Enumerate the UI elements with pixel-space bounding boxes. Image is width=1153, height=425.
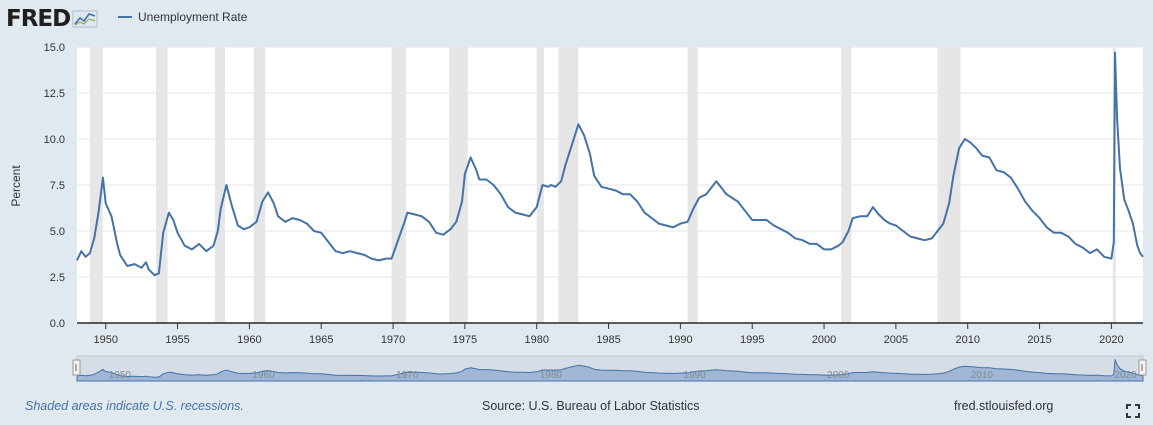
x-tick-label: 1980 xyxy=(524,334,548,346)
y-tick-label: 0.0 xyxy=(50,318,65,330)
navigator-tick-label: 2000 xyxy=(827,370,850,381)
x-tick-label: 1995 xyxy=(740,334,764,346)
x-tick-label: 1960 xyxy=(237,334,261,346)
series-line-unemployment-rate[interactable] xyxy=(76,51,1144,277)
y-tick-label: 7.5 xyxy=(50,180,65,192)
x-tick-label: 2015 xyxy=(1027,334,1051,346)
navigator-tick-label: 1960 xyxy=(252,370,275,381)
y-tick-label: 5.0 xyxy=(50,226,65,238)
y-tick-label: 10.0 xyxy=(44,134,65,146)
navigator-area xyxy=(76,359,1144,382)
series-layer[interactable] xyxy=(76,51,1144,277)
axes: 0.0 2.5 5.0 7.5 10.0 12.5 15.0 1950 1955 1960 1965… xyxy=(44,42,1143,346)
chart-graph-icon xyxy=(72,10,98,28)
recession-note: Shaded areas indicate U.S. recessions. xyxy=(25,399,244,413)
fred-logo[interactable]: FRED xyxy=(6,4,98,34)
x-tick-label: 2020 xyxy=(1099,334,1123,346)
fullscreen-icon[interactable] xyxy=(1126,404,1140,418)
navigator-tick-label: 2010 xyxy=(971,370,994,381)
time-navigator[interactable]: 1950 1960 1970 1980 1990 2000 2010 2020 xyxy=(72,355,1147,382)
navigator-tick-label: 1980 xyxy=(540,370,563,381)
x-tick-label: 2000 xyxy=(812,334,836,346)
navigator-tick-label: 1990 xyxy=(683,370,706,381)
legend-label: Unemployment Rate xyxy=(138,10,248,24)
y-tick-label: 2.5 xyxy=(50,272,65,284)
unemployment-chart: 0.0 2.5 5.0 7.5 10.0 12.5 15.0 1950 1955 1960 1965… xyxy=(9,42,1147,382)
navigator-tick-label: 2020 xyxy=(1114,370,1137,381)
x-tick-label: 1965 xyxy=(309,334,333,346)
y-tick-label: 15.0 xyxy=(44,42,65,54)
x-tick-label: 1975 xyxy=(453,334,477,346)
x-tick-label: 1985 xyxy=(596,334,620,346)
x-tick-label: 1955 xyxy=(165,334,189,346)
x-tick-label: 1990 xyxy=(668,334,692,346)
chart-header: FRED Unemployment Rate xyxy=(0,0,1153,36)
logo-text: FRED xyxy=(6,6,71,32)
navigator-tick-label: 1950 xyxy=(109,370,132,381)
legend-line-swatch xyxy=(118,16,132,18)
site-link[interactable]: fred.stlouisfed.org xyxy=(954,399,1054,413)
x-tick-label: 1950 xyxy=(93,334,117,346)
navigator-tick-label: 1970 xyxy=(396,370,419,381)
y-axis-label: Percent xyxy=(9,165,23,207)
x-tick-label: 2010 xyxy=(955,334,979,346)
x-tick-label: 2005 xyxy=(884,334,908,346)
chart-legend: Unemployment Rate xyxy=(118,10,247,24)
y-tick-label: 12.5 xyxy=(44,88,65,100)
x-tick-label: 1970 xyxy=(381,334,405,346)
source-credit: Source: U.S. Bureau of Labor Statistics xyxy=(482,399,700,413)
